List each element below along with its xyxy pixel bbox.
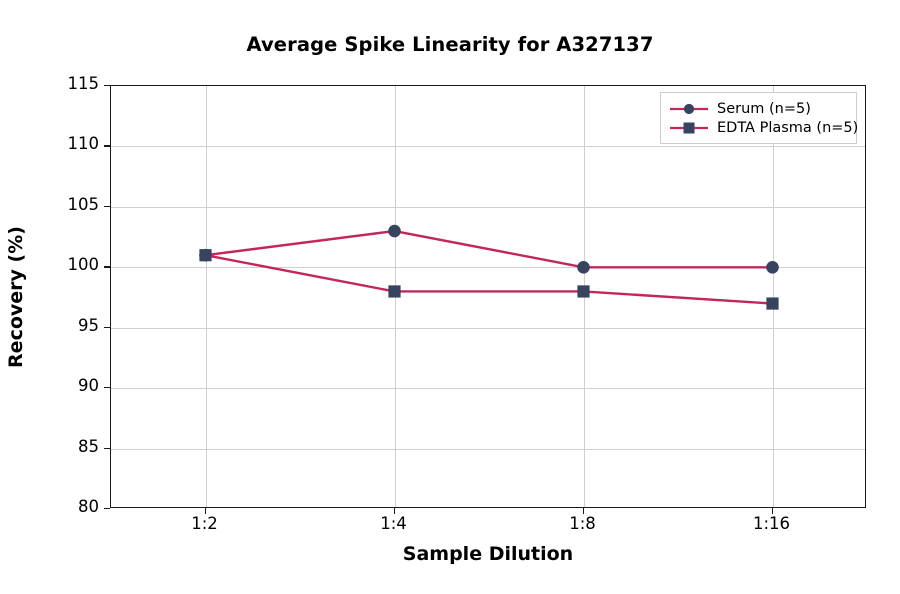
y-axis-label: Recovery (%) xyxy=(5,226,27,368)
x-tick-mark xyxy=(582,508,584,514)
series-line xyxy=(204,253,774,305)
series-line xyxy=(204,229,774,269)
y-tick-mark xyxy=(104,145,110,147)
gridline-horizontal xyxy=(111,267,865,269)
series-1 xyxy=(199,224,779,274)
y-tick-mark xyxy=(104,508,110,510)
chart-title: Average Spike Linearity for A327137 xyxy=(246,33,654,56)
y-tick-label: 110 xyxy=(67,134,100,154)
data-point-circle-marker[interactable] xyxy=(577,260,590,274)
y-tick-label: 95 xyxy=(78,315,99,335)
y-tick-label: 115 xyxy=(67,74,100,93)
x-tick-mark xyxy=(393,508,395,514)
series-layer xyxy=(199,224,779,310)
y-tick-mark xyxy=(104,266,110,268)
gridline-horizontal xyxy=(111,206,865,208)
y-tick-label: 105 xyxy=(67,194,100,214)
data-point-square-marker[interactable] xyxy=(199,249,212,262)
y-tick-mark xyxy=(104,205,110,208)
data-point-square-marker[interactable] xyxy=(388,285,401,298)
x-tick-label: 1:8 xyxy=(569,514,596,533)
x-axis-label: Sample Dilution xyxy=(402,543,574,565)
gridline-vertical xyxy=(772,86,774,507)
plot-area xyxy=(110,85,866,508)
data-point-circle-marker[interactable] xyxy=(388,224,401,238)
gridline-horizontal xyxy=(111,388,865,390)
y-tick-mark xyxy=(104,387,110,389)
legend-label-serum: Serum (n=5) xyxy=(717,100,811,117)
legend-swatch-circle-icon xyxy=(670,103,708,114)
data-point-square-marker[interactable] xyxy=(577,285,590,298)
gridline-horizontal xyxy=(111,146,865,148)
gridline-horizontal xyxy=(111,327,865,329)
x-tick-mark xyxy=(771,508,773,514)
legend: Serum (n=5) EDTA Plasma (n=5) xyxy=(660,92,858,144)
legend-swatch-square-icon xyxy=(670,122,708,133)
y-tick-label: 100 xyxy=(67,255,100,275)
y-tick-label: 80 xyxy=(78,497,99,516)
legend-label-edta-plasma: EDTA Plasma (n=5) xyxy=(717,119,859,136)
y-tick-label: 85 xyxy=(78,436,99,456)
legend-item-edta-plasma[interactable]: EDTA Plasma (n=5) xyxy=(668,118,858,137)
gridline-horizontal xyxy=(111,448,865,450)
legend-item-serum[interactable]: Serum (n=5) xyxy=(668,99,847,118)
y-tick-mark xyxy=(104,326,110,328)
plot-inner xyxy=(111,86,865,507)
data-point-circle-marker[interactable] xyxy=(766,260,779,274)
x-tick-label: 1:2 xyxy=(191,514,218,533)
x-tick-mark xyxy=(204,508,206,514)
y-tick-mark xyxy=(104,447,110,449)
series-2 xyxy=(199,249,779,310)
data-point-square-marker[interactable] xyxy=(766,297,779,310)
x-tick-label: 1:4 xyxy=(380,514,407,533)
gridline-vertical xyxy=(205,86,207,507)
x-tick-label: 1:16 xyxy=(752,514,791,533)
y-tick-label: 90 xyxy=(78,376,99,396)
y-tick-mark xyxy=(104,85,110,87)
